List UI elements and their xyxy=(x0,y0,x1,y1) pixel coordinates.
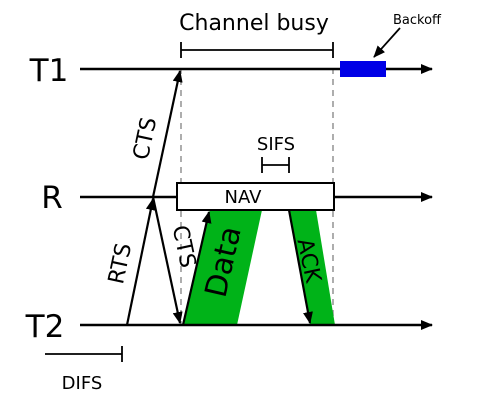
data-arrow xyxy=(181,211,212,326)
ack-arrow xyxy=(287,209,313,324)
rts-arrow xyxy=(125,198,156,326)
t2-label: T2 xyxy=(25,309,65,345)
cts-arrow-to-t2 xyxy=(151,196,183,324)
sifs-label: SIFS xyxy=(257,134,295,155)
cts-label-t2: CTS xyxy=(167,223,200,270)
t1-label: T1 xyxy=(29,53,69,89)
nav-label: NAV xyxy=(225,187,263,208)
backoff-pointer xyxy=(373,27,401,58)
cts-label-t1: CTS xyxy=(129,115,162,162)
backoff-label: Backoff xyxy=(393,13,442,28)
cts-arrow-to-t1 xyxy=(151,70,183,198)
data-frame xyxy=(183,210,262,325)
ack-frame xyxy=(289,210,335,325)
rts-label: RTS xyxy=(104,241,137,286)
nav-box xyxy=(176,182,335,211)
difs-label: DIFS xyxy=(62,373,103,394)
channel-busy-label: Channel busy xyxy=(179,11,329,36)
backoff-block xyxy=(340,61,386,77)
r-label: R xyxy=(41,180,63,216)
